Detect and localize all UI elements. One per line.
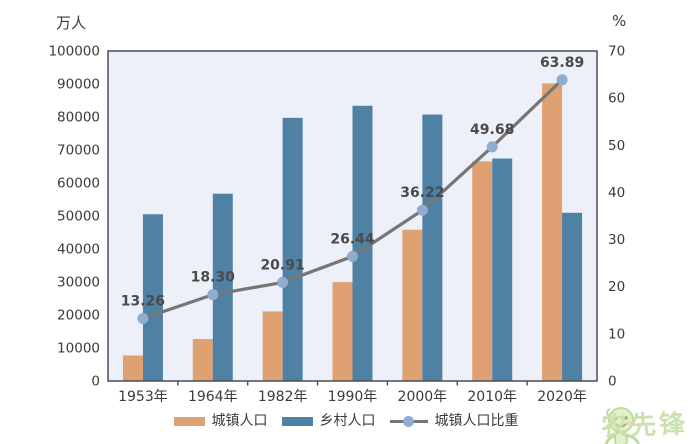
bar-urban-2020年[interactable] [542, 83, 563, 382]
bar-urban-1990年[interactable] [332, 282, 353, 381]
x-axis-label-1990年: 1990年 [328, 389, 378, 405]
point-label-1953年: 13.26 [121, 294, 165, 310]
bar-rural-1964年[interactable] [212, 193, 233, 381]
bar-urban-1982年[interactable] [262, 311, 283, 381]
point-label-1990年: 26.44 [330, 231, 375, 247]
left-axis-tick-label: 30000 [57, 275, 100, 291]
legend-label-urban-share: 城镇人口比重 [434, 413, 519, 429]
x-axis-label-2010年: 2010年 [467, 389, 517, 405]
legend-label-rural: 乡村人口 [319, 413, 376, 429]
x-axis-label-1982年: 1982年 [258, 389, 308, 405]
point-label-2000年: 36.22 [400, 185, 444, 201]
point-label-2010年: 49.68 [470, 122, 514, 138]
right-axis-tick-label: 40 [608, 185, 625, 201]
right-axis-unit: % [612, 12, 627, 30]
bar-rural-2000年[interactable] [422, 114, 443, 381]
right-axis-tick-label: 30 [608, 232, 625, 248]
legend-item-urban-share[interactable]: 城镇人口比重 [389, 413, 519, 429]
bar-urban-2000年[interactable] [402, 229, 423, 381]
line-marker-1990年[interactable] [347, 250, 358, 262]
x-axis-label-1964年: 1964年 [188, 389, 238, 405]
left-axis-tick-label: 100000 [48, 44, 100, 60]
left-axis-tick-label: 20000 [57, 308, 100, 324]
line-marker-2020年[interactable] [556, 74, 568, 86]
left-axis-tick-label: 0 [91, 374, 100, 390]
left-axis-tick-label: 40000 [57, 242, 100, 258]
left-axis-tick-label: 10000 [57, 341, 100, 357]
x-axis-label-2020年: 2020年 [537, 389, 587, 405]
right-axis-tick-label: 10 [608, 326, 625, 342]
right-axis-tick-label: 0 [608, 374, 617, 390]
legend-swatch-urban-icon [173, 416, 205, 426]
bar-urban-2010年[interactable] [472, 161, 493, 381]
plot-border [107, 50, 598, 382]
right-axis-tick-label: 50 [608, 138, 625, 154]
left-axis-tick-label: 90000 [57, 77, 100, 93]
line-marker-2000年[interactable] [416, 204, 428, 216]
legend-label-urban: 城镇人口 [211, 413, 268, 429]
right-axis-tick-label: 70 [608, 44, 625, 60]
legend-line-marker-icon [389, 415, 428, 427]
left-axis-tick-label: 80000 [57, 110, 100, 126]
bar-urban-1953年[interactable] [122, 355, 143, 381]
point-label-2020年: 63.89 [540, 55, 584, 71]
right-axis-tick-label: 60 [608, 91, 625, 107]
bar-rural-1990年[interactable] [352, 105, 373, 381]
bar-rural-1953年[interactable] [142, 214, 163, 381]
right-axis-tick-label: 20 [608, 279, 625, 295]
bar-rural-1982年[interactable] [282, 117, 303, 381]
line-marker-1964年[interactable] [207, 289, 219, 301]
left-axis-tick-label: 50000 [57, 209, 100, 225]
legend: 城镇人口 乡村人口 城镇人口比重 [0, 414, 692, 428]
line-marker-1953年[interactable] [137, 313, 149, 324]
line-marker-2010年[interactable] [486, 141, 498, 153]
x-axis-label-1953年: 1953年 [118, 389, 168, 405]
legend-item-urban-population[interactable]: 城镇人口 [173, 413, 268, 429]
x-axis-label-2000年: 2000年 [398, 389, 448, 405]
bar-rural-2020年[interactable] [562, 212, 583, 381]
point-label-1982年: 20.91 [260, 257, 304, 273]
bar-rural-2010年[interactable] [492, 158, 513, 381]
left-axis-unit: 万人 [56, 14, 87, 32]
point-label-1964年: 18.30 [191, 270, 236, 286]
line-marker-1982年[interactable] [277, 276, 289, 288]
bar-urban-1964年[interactable] [192, 339, 213, 381]
left-axis-tick-label: 60000 [57, 176, 100, 192]
left-axis-tick-label: 70000 [57, 143, 100, 159]
legend-item-rural-population[interactable]: 乡村人口 [281, 413, 376, 429]
legend-swatch-rural-icon [281, 416, 313, 426]
